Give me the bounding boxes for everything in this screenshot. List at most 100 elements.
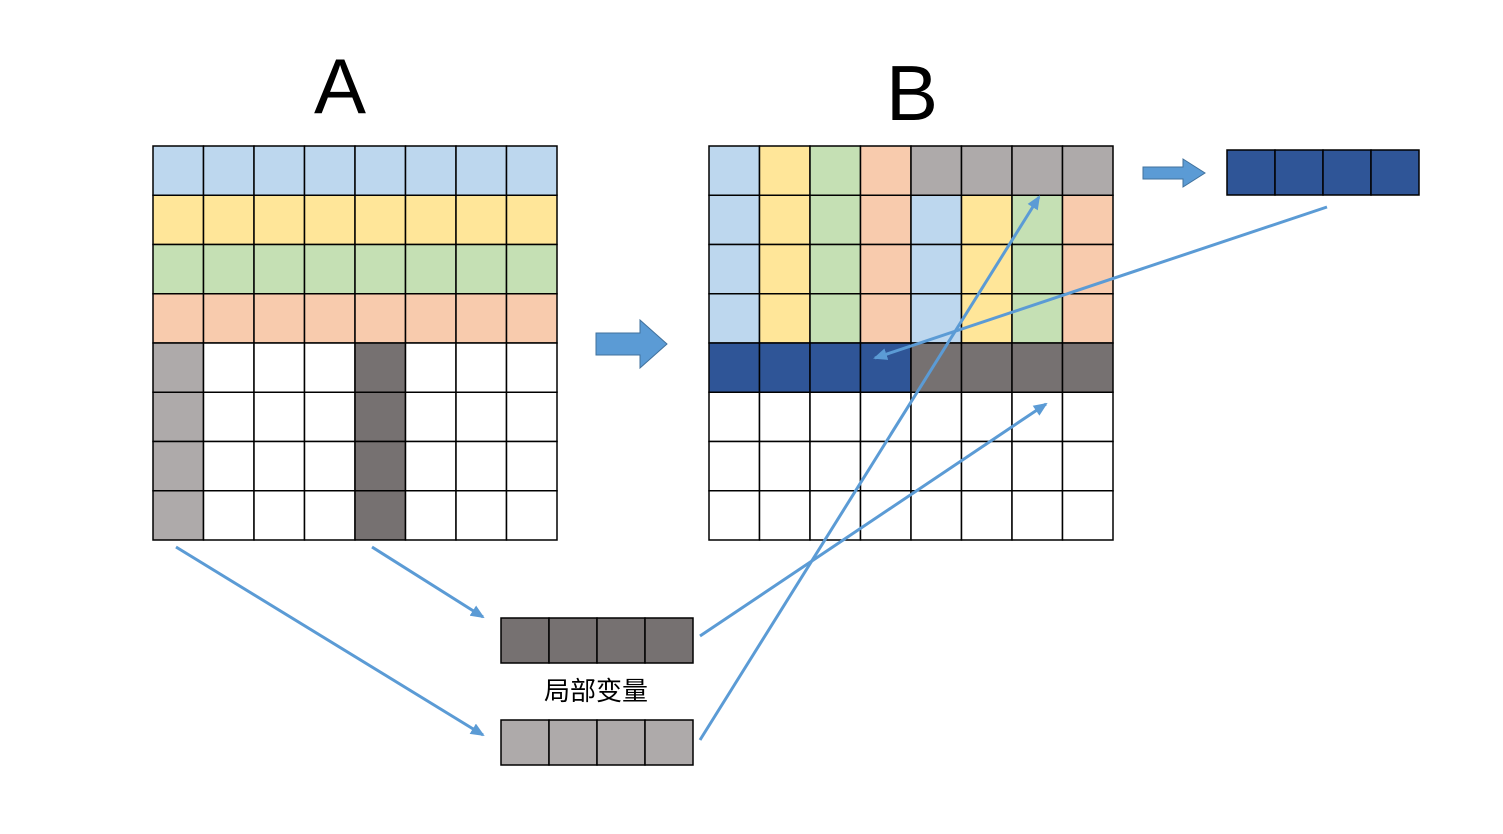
matrix-a-cell-r0-c5 (404, 145, 457, 196)
matrix-b-cell-r7-c4 (910, 490, 963, 541)
matrix-b-cell-r5-c6 (1011, 391, 1064, 443)
matrix-b-cell-r0-c4 (910, 145, 963, 196)
matrix-b-cell-r4-c7 (1061, 342, 1114, 393)
matrix-b-cell-r1-c1 (758, 194, 811, 246)
matrix-b-cell-r2-c4 (910, 243, 963, 295)
arrow-a-dark-column-to-local (371, 545, 485, 619)
matrix-b-cell-r7-c5 (960, 490, 1013, 541)
matrix-a-cell-r5-c6 (455, 391, 508, 443)
matrix-a-cell-r1-c0 (152, 194, 205, 246)
matrix-a-cell-r2-c6 (455, 243, 508, 295)
matrix-b-grid (708, 145, 1114, 541)
matrix-a-cell-r1-c3 (303, 194, 356, 246)
matrix-a-cell-r7-c2 (253, 490, 306, 541)
matrix-b-cell-r1-c6 (1011, 194, 1064, 246)
matrix-b-cell-r6-c6 (1011, 440, 1064, 492)
matrix-a-cell-r4-c6 (455, 342, 508, 393)
matrix-a-cell-r3-c6 (455, 293, 508, 344)
matrix-a-cell-r6-c6 (455, 440, 508, 492)
matrix-a-cell-r4-c1 (202, 342, 255, 393)
matrix-b-cell-r1-c3 (859, 194, 912, 246)
matrix-a-cell-r3-c2 (253, 293, 306, 344)
arrow-a-light-column-to-local (175, 545, 485, 737)
matrix-a-cell-r3-c4 (354, 293, 407, 344)
matrix-a-cell-r4-c0 (152, 342, 205, 393)
matrix-b-cell-r0-c7 (1061, 145, 1114, 196)
matrix-b-cell-r3-c3 (859, 293, 912, 344)
matrix-b-cell-r2-c2 (809, 243, 862, 295)
arrow-output-to-b (873, 205, 1328, 360)
matrix-a-grid (152, 145, 558, 541)
matrix-a-cell-r2-c3 (303, 243, 356, 295)
matrix-b-title: B (886, 49, 938, 137)
matrix-a-cell-r0-c2 (253, 145, 306, 196)
local-dark-cell-r0-c1 (548, 617, 598, 664)
matrix-a-cell-r4-c7 (505, 342, 558, 393)
matrix-b-cell-r5-c5 (960, 391, 1013, 443)
matrix-a-cell-r3-c3 (303, 293, 356, 344)
local-dark-cell-r0-c0 (500, 617, 550, 664)
matrix-a-cell-r4-c5 (404, 342, 457, 393)
matrix-a-cell-r2-c5 (404, 243, 457, 295)
matrix-b-cell-r0-c5 (960, 145, 1013, 196)
matrix-a-cell-r6-c3 (303, 440, 356, 492)
matrix-b-cell-r1-c5 (960, 194, 1013, 246)
output-vector-cell-r0-c0 (1226, 149, 1276, 196)
matrix-a-cell-r3-c1 (202, 293, 255, 344)
matrix-a-cell-r7-c0 (152, 490, 205, 541)
matrix-a-cell-r5-c1 (202, 391, 255, 443)
matrix-b-cell-r7-c1 (758, 490, 811, 541)
output-vector-cell-r0-c3 (1370, 149, 1420, 196)
matrix-a-cell-r5-c0 (152, 391, 205, 443)
matrix-b-cell-r6-c1 (758, 440, 811, 492)
matrix-b-cell-r0-c1 (758, 145, 811, 196)
matrix-b-cell-r2-c6 (1011, 243, 1064, 295)
matrix-b-cell-r4-c5 (960, 342, 1013, 393)
matrix-a-cell-r5-c2 (253, 391, 306, 443)
matrix-a-cell-r2-c0 (152, 243, 205, 295)
matrix-a-cell-r6-c7 (505, 440, 558, 492)
matrix-a-cell-r1-c7 (505, 194, 558, 246)
matrix-a-cell-r0-c1 (202, 145, 255, 196)
matrix-b-cell-r0-c0 (708, 145, 761, 196)
matrix-a-cell-r2-c2 (253, 243, 306, 295)
matrix-b-cell-r4-c0 (708, 342, 761, 393)
matrix-b-cell-r3-c7 (1061, 293, 1114, 344)
matrix-a-cell-r7-c6 (455, 490, 508, 541)
matrix-a-cell-r6-c2 (253, 440, 306, 492)
matrix-a-cell-r6-c5 (404, 440, 457, 492)
matrix-a-cell-r5-c3 (303, 391, 356, 443)
matrix-a-title: A (314, 42, 366, 130)
matrix-a-cell-r1-c1 (202, 194, 255, 246)
matrix-a-cell-r2-c1 (202, 243, 255, 295)
local-light-cell-r0-c0 (500, 719, 550, 766)
matrix-b-cell-r0-c3 (859, 145, 912, 196)
matrix-b-cell-r6-c5 (960, 440, 1013, 492)
matrix-a-cell-r7-c3 (303, 490, 356, 541)
matrix-b-cell-r2-c0 (708, 243, 761, 295)
matrix-b-cell-r3-c2 (809, 293, 862, 344)
matrix-a-cell-r2-c4 (354, 243, 407, 295)
output-vector-cell-r0-c1 (1274, 149, 1324, 196)
matrix-b-cell-r6-c0 (708, 440, 761, 492)
matrix-b-cell-r7-c6 (1011, 490, 1064, 541)
matrix-a-cell-r6-c0 (152, 440, 205, 492)
block-arrow-a-to-b (595, 318, 668, 370)
local-light-cell-r0-c3 (644, 719, 694, 766)
output-vector (1226, 149, 1420, 196)
matrix-b-cell-r3-c0 (708, 293, 761, 344)
local-variable-dark-vector (500, 617, 694, 664)
matrix-b-cell-r6-c7 (1061, 440, 1114, 492)
local-dark-cell-r0-c2 (596, 617, 646, 664)
matrix-a-cell-r0-c4 (354, 145, 407, 196)
matrix-b-cell-r2-c3 (859, 243, 912, 295)
arrow-local-light-to-b (698, 195, 1041, 741)
matrix-b-cell-r1-c0 (708, 194, 761, 246)
matrix-b-cell-r2-c1 (758, 243, 811, 295)
output-vector-cell-r0-c2 (1322, 149, 1372, 196)
matrix-a-cell-r0-c0 (152, 145, 205, 196)
matrix-b-cell-r3-c5 (960, 293, 1013, 344)
matrix-b-cell-r0-c2 (809, 145, 862, 196)
matrix-a-cell-r0-c6 (455, 145, 508, 196)
matrix-b-cell-r0-c6 (1011, 145, 1064, 196)
